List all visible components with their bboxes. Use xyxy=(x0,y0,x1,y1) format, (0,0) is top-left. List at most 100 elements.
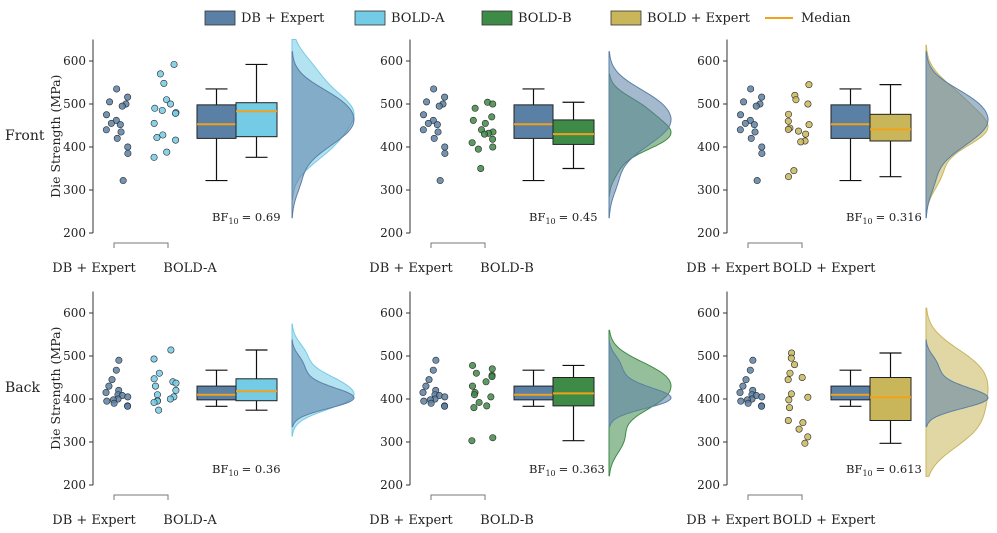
data-point-db-expert xyxy=(425,376,433,384)
bf-value: = 0.45 xyxy=(559,210,598,224)
box-db-expert xyxy=(196,88,237,182)
data-point-db-expert xyxy=(441,93,449,101)
legend-item-bold-b: BOLD-B xyxy=(481,10,572,26)
y-tick-label: 500 xyxy=(380,349,403,363)
data-point-bold-a xyxy=(158,106,166,114)
y-tick-label: 200 xyxy=(63,226,86,240)
data-point-bold-expert xyxy=(795,425,803,433)
bf-value: = 0.69 xyxy=(242,210,281,224)
x-bracket xyxy=(113,242,169,248)
data-point-bold-a xyxy=(153,134,161,142)
data-point-db-expert xyxy=(747,85,755,93)
box-db-expert xyxy=(830,88,871,182)
data-point-db-expert xyxy=(107,119,115,127)
y-tick-label: 300 xyxy=(380,183,403,197)
data-point-bold-a xyxy=(172,136,180,144)
data-point-bold-expert xyxy=(792,96,800,104)
data-point-db-expert xyxy=(737,397,745,405)
data-point-bold-a xyxy=(172,379,180,387)
panel-front-bold-expert: 200 300 400 500 600 DB + Expert BOLD + Expert B… xyxy=(686,39,989,276)
data-point-db-expert xyxy=(117,128,125,136)
data-point-bold-expert xyxy=(787,390,795,398)
bf-subscript: 10 xyxy=(228,469,238,478)
data-point-db-expert xyxy=(103,397,111,405)
data-point-bold-a xyxy=(159,131,167,139)
data-point-db-expert xyxy=(430,134,438,142)
box-iqr xyxy=(830,104,871,139)
y-tick-label: 600 xyxy=(63,306,86,320)
data-point-db-expert xyxy=(432,356,440,364)
data-point-bold-b xyxy=(470,404,478,412)
data-point-db-expert xyxy=(423,98,431,106)
bf-subscript: 10 xyxy=(862,469,872,478)
y-tick-label: 500 xyxy=(697,349,720,363)
box-iqr xyxy=(196,104,237,139)
data-point-bold-a xyxy=(150,398,158,406)
legend-label: BOLD-B xyxy=(518,11,572,26)
violin-db-expert xyxy=(608,339,672,428)
data-point-bold-expert xyxy=(784,376,792,384)
data-point-bold-a xyxy=(151,104,159,112)
data-point-bold-b xyxy=(477,165,485,173)
data-point-db-expert xyxy=(753,177,761,185)
x-category-label: BOLD-A xyxy=(163,261,217,276)
y-tick-label: 500 xyxy=(697,97,720,111)
box-db-expert xyxy=(513,369,554,407)
x-category-label: DB + Expert xyxy=(686,261,770,276)
data-point-bold-expert xyxy=(785,396,793,404)
data-point-bold-b xyxy=(483,402,491,410)
y-tick-label: 500 xyxy=(380,97,403,111)
y-tick-label: 600 xyxy=(380,54,403,68)
violin-db-expert xyxy=(291,51,355,219)
data-point-bold-expert xyxy=(804,100,812,108)
data-point-bold-a xyxy=(172,109,180,117)
bf-value: = 0.316 xyxy=(876,210,922,224)
box-bold-a xyxy=(235,63,278,158)
y-axis-title: Die Strength (MPa) xyxy=(48,75,63,198)
y-axis-title: Die Strength (MPa) xyxy=(48,327,63,450)
bf-subscript: 10 xyxy=(228,217,238,226)
data-point-db-expert xyxy=(433,121,441,129)
box-bold-b xyxy=(552,364,595,442)
bayes-factor-label: BF10 = 0.363 xyxy=(529,462,605,478)
data-point-bold-expert xyxy=(791,361,799,369)
data-point-db-expert xyxy=(420,397,428,405)
data-point-bold-a xyxy=(150,153,158,161)
data-point-db-expert xyxy=(441,393,449,401)
data-point-bold-expert xyxy=(802,130,810,138)
data-point-bold-a xyxy=(155,406,163,414)
box-iqr xyxy=(513,385,554,401)
panel-back-bold-b: 200 300 400 500 600 DB + Expert BOLD-B BF10 = 0.… xyxy=(369,291,672,528)
bf-symbol: BF xyxy=(212,210,228,224)
bf-value: = 0.613 xyxy=(876,462,922,476)
data-point-bold-expert xyxy=(790,167,798,175)
data-point-db-expert xyxy=(739,382,747,390)
data-point-db-expert xyxy=(736,389,744,397)
x-category-label: BOLD-B xyxy=(480,261,534,276)
data-point-bold-expert xyxy=(805,121,813,129)
legend-item-bold-expert: BOLD + Expert xyxy=(610,10,751,26)
data-point-db-expert xyxy=(102,389,110,397)
box-bold-expert xyxy=(869,84,912,178)
data-point-bold-b xyxy=(488,113,496,121)
data-point-bold-b xyxy=(475,398,483,406)
y-tick-label: 400 xyxy=(697,140,720,154)
legend-label: BOLD + Expert xyxy=(647,11,751,26)
data-point-db-expert xyxy=(108,376,116,384)
panel-back-bold-expert: 200 300 400 500 600 DB + Expert BOLD + Expert B… xyxy=(686,291,989,528)
data-point-bold-b xyxy=(489,135,497,143)
box-iqr xyxy=(513,104,554,139)
data-point-bold-expert xyxy=(798,373,806,381)
data-point-bold-expert xyxy=(804,433,812,441)
data-point-bold-a xyxy=(167,100,175,108)
bf-value: = 0.36 xyxy=(242,462,281,476)
data-point-db-expert xyxy=(124,149,132,157)
data-point-bold-b xyxy=(482,378,490,386)
data-point-bold-a xyxy=(163,96,171,104)
data-point-db-expert xyxy=(419,126,427,134)
data-point-bold-b xyxy=(468,437,476,445)
data-point-db-expert xyxy=(124,143,132,151)
